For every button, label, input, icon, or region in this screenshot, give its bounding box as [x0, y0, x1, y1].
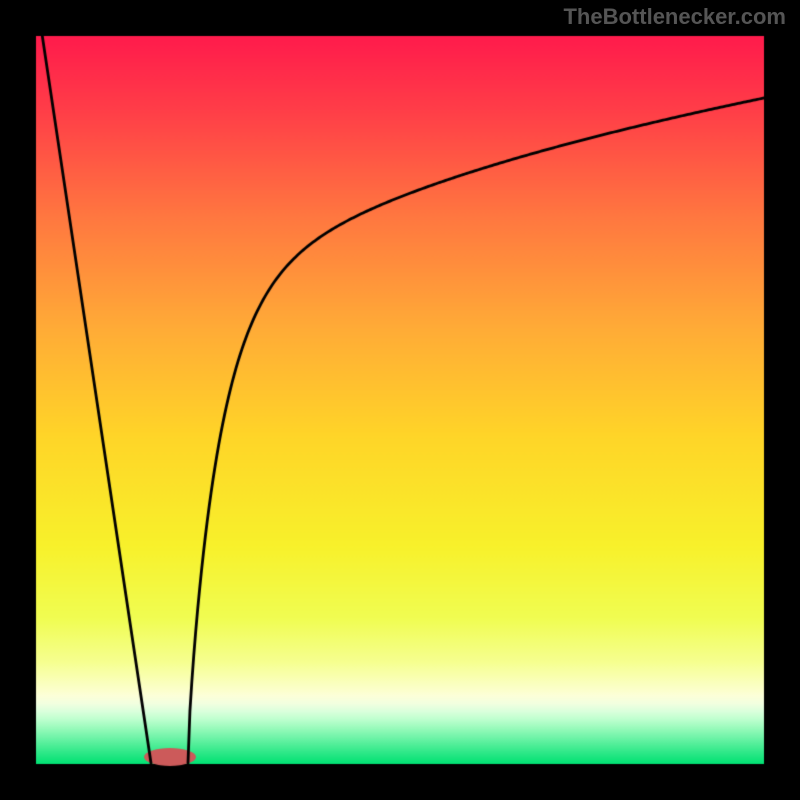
bottleneck-chart: TheBottlenecker.com — [0, 0, 800, 800]
chart-canvas — [0, 0, 800, 800]
